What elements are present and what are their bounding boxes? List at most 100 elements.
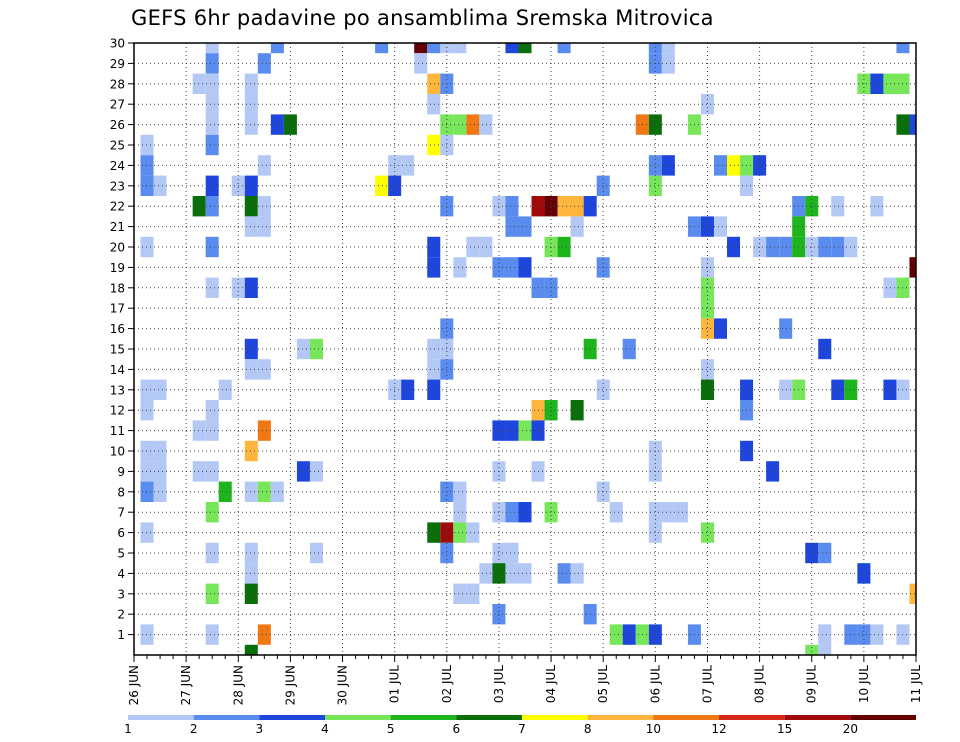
heatmap-cell <box>831 379 845 400</box>
legend-swatch <box>390 715 457 720</box>
heatmap-cell <box>909 257 916 278</box>
heatmap-cell <box>192 420 206 441</box>
heatmap-cell <box>244 175 258 196</box>
heatmap-cell <box>518 257 532 278</box>
heatmap-cell <box>427 134 441 156</box>
heatmap-cell <box>427 43 441 54</box>
x-tick-label: 01 JUL <box>388 665 402 703</box>
heatmap-cell <box>140 175 154 196</box>
y-tick-label: 5 <box>117 547 125 561</box>
y-tick-label: 29 <box>110 57 125 71</box>
heatmap-cell <box>857 624 871 645</box>
heatmap-cell <box>648 175 662 196</box>
heatmap-cell <box>453 114 467 135</box>
y-tick-label: 11 <box>110 424 125 438</box>
heatmap-cell <box>453 583 467 604</box>
heatmap-cell <box>205 542 219 564</box>
heatmap-cell <box>244 583 258 604</box>
x-tick-label: 27 JUN <box>179 665 193 705</box>
heatmap-cell <box>153 461 167 482</box>
heatmap-cell <box>375 43 389 54</box>
x-tick-label: 07 JUL <box>700 665 714 703</box>
heatmap-cell <box>205 43 219 54</box>
heatmap-cell <box>779 379 793 400</box>
heatmap-cell <box>870 624 884 645</box>
heatmap-cell <box>766 461 780 482</box>
heatmap-cell <box>140 461 154 482</box>
heatmap-cell <box>479 236 493 258</box>
heatmap-cell <box>505 563 519 584</box>
heatmap-cell <box>779 236 793 258</box>
heatmap-cell <box>205 73 219 94</box>
heatmap-cell <box>505 542 519 564</box>
heatmap-cell <box>661 43 675 54</box>
heatmap-cell <box>218 379 232 400</box>
heatmap-cell <box>896 43 910 54</box>
heatmap-cell <box>674 502 688 523</box>
heatmap-cell <box>140 522 154 543</box>
cells-layer <box>140 43 916 655</box>
heatmap-cell <box>205 400 219 421</box>
heatmap-cell <box>205 624 219 645</box>
heatmap-cell <box>622 338 636 360</box>
heatmap-cell <box>883 277 897 298</box>
heatmap-cell <box>296 461 310 482</box>
heatmap-cell <box>727 155 741 176</box>
y-tick-label: 17 <box>110 302 125 316</box>
x-tick-label: 06 JUL <box>648 665 662 703</box>
heatmap-cell <box>479 563 493 584</box>
heatmap-cell <box>140 400 154 421</box>
heatmap-cell <box>557 236 571 258</box>
heatmap-cell <box>505 196 519 217</box>
heatmap-cell <box>805 644 819 655</box>
x-tick-label: 28 JUN <box>231 665 245 705</box>
heatmap-cell <box>453 43 467 54</box>
heatmap-cell <box>205 420 219 441</box>
heatmap-cell <box>453 522 467 543</box>
heatmap-cell <box>518 502 532 523</box>
heatmap-cell <box>140 624 154 645</box>
y-tick-label: 22 <box>110 200 125 214</box>
heatmap-cell <box>505 257 519 278</box>
x-tick-label: 29 JUN <box>283 665 297 705</box>
y-tick-label: 7 <box>117 506 125 520</box>
legend-label: 10 <box>646 722 661 736</box>
legend-swatch <box>456 715 522 720</box>
x-tick-label: 04 JUL <box>544 665 558 703</box>
heatmap-cell <box>661 53 675 74</box>
heatmap-cell <box>244 73 258 94</box>
y-tick-label: 16 <box>110 322 125 336</box>
legend-swatch <box>128 715 194 720</box>
y-tick-label: 23 <box>110 179 125 193</box>
y-tick-label: 1 <box>117 628 125 642</box>
heatmap-cell <box>205 583 219 604</box>
legend-label: 5 <box>387 722 395 736</box>
heatmap-cell <box>453 481 467 502</box>
heatmap-cell <box>648 43 662 54</box>
heatmap-cell <box>505 502 519 523</box>
legend-swatch <box>587 715 654 720</box>
heatmap-cell <box>218 481 232 502</box>
heatmap-cell <box>570 196 584 217</box>
y-tick-label: 25 <box>110 139 125 153</box>
heatmap-cell <box>700 318 714 339</box>
heatmap-cell <box>140 440 154 462</box>
heatmap-cell <box>140 236 154 258</box>
heatmap-cell <box>375 175 389 196</box>
x-tick-label: 30 JUN <box>336 665 350 705</box>
heatmap-cell <box>518 216 532 237</box>
heatmap-cell <box>609 624 623 645</box>
heatmap-cell <box>753 155 767 176</box>
legend-swatch <box>522 715 588 720</box>
heatmap-cell <box>244 481 258 502</box>
heatmap-cell <box>700 522 714 543</box>
legend-label: 15 <box>777 722 792 736</box>
heatmap-cell <box>140 481 154 502</box>
heatmap-cell <box>205 53 219 74</box>
heatmap-cell <box>883 73 897 94</box>
heatmap-cell <box>805 542 819 564</box>
heatmap-cell <box>544 400 558 421</box>
y-tick-label: 21 <box>110 220 125 234</box>
